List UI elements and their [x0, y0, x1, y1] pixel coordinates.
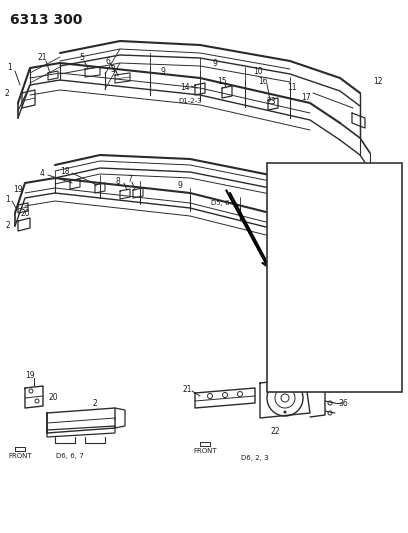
Text: 23: 23	[266, 96, 276, 106]
Text: 20: 20	[48, 393, 58, 402]
Text: 6: 6	[106, 56, 111, 66]
Text: 36: 36	[338, 399, 348, 408]
Text: 28: 28	[308, 303, 317, 312]
Text: 6313 300: 6313 300	[10, 13, 82, 27]
Text: 29: 29	[389, 229, 399, 238]
Text: 31: 31	[269, 210, 279, 219]
Text: 24: 24	[389, 189, 399, 198]
Text: D6, 6, 7: D6, 6, 7	[56, 453, 84, 459]
Text: 26: 26	[389, 209, 399, 218]
Text: 34: 34	[297, 187, 307, 196]
Text: w/6" RAIL: w/6" RAIL	[318, 279, 351, 285]
Text: 25: 25	[389, 353, 399, 362]
Text: 31: 31	[267, 345, 277, 354]
Text: 20: 20	[20, 208, 30, 217]
Text: w/T RAIL: w/T RAIL	[320, 377, 349, 383]
Text: 35: 35	[295, 370, 305, 379]
Text: 18: 18	[60, 166, 70, 175]
Text: 7: 7	[128, 175, 133, 184]
Text: 22: 22	[270, 426, 280, 435]
Text: 5: 5	[80, 53, 84, 62]
Text: 4: 4	[40, 168, 44, 177]
Text: 26: 26	[389, 315, 399, 324]
Text: 33: 33	[267, 324, 277, 333]
Text: D5, 6: D5, 6	[211, 200, 229, 206]
Text: D6, 2, 3: D6, 2, 3	[241, 455, 269, 461]
Text: 8: 8	[115, 176, 120, 185]
Circle shape	[296, 390, 299, 392]
Text: 25: 25	[320, 303, 330, 312]
Text: 27: 27	[389, 219, 399, 228]
Text: 21: 21	[182, 384, 192, 393]
Text: 21: 21	[37, 53, 47, 62]
Text: 2: 2	[93, 400, 98, 408]
Bar	[267, 163, 402, 392]
Text: 1: 1	[8, 63, 12, 72]
Text: 9: 9	[213, 59, 217, 68]
Text: 25: 25	[389, 239, 399, 248]
Text: 30: 30	[389, 343, 399, 352]
Text: 2: 2	[6, 221, 10, 230]
Text: 32: 32	[267, 333, 277, 342]
Text: 9: 9	[177, 181, 182, 190]
Text: 25: 25	[389, 199, 399, 208]
Text: 19: 19	[13, 184, 23, 193]
Text: 14: 14	[180, 84, 190, 93]
Circle shape	[284, 410, 286, 414]
Text: FRONT: FRONT	[8, 453, 32, 459]
Text: 11: 11	[287, 84, 297, 93]
Text: 19: 19	[25, 372, 35, 381]
Text: 34: 34	[293, 303, 303, 312]
Text: FRONT: FRONT	[193, 448, 217, 454]
Text: D1-2-3: D1-2-3	[178, 98, 202, 104]
Text: 12: 12	[373, 77, 383, 85]
Text: 1: 1	[6, 196, 10, 205]
Text: 15: 15	[217, 77, 227, 86]
Text: 17: 17	[301, 93, 311, 102]
Text: 3: 3	[111, 64, 115, 74]
Text: 27: 27	[389, 324, 399, 333]
Text: 28: 28	[313, 187, 322, 196]
Circle shape	[271, 390, 274, 392]
Text: 16: 16	[258, 77, 268, 86]
Text: 40: 40	[338, 385, 348, 394]
Text: 2: 2	[4, 88, 9, 98]
Text: 9: 9	[161, 67, 165, 76]
Text: 29: 29	[389, 333, 399, 342]
Text: 10: 10	[253, 68, 263, 77]
Text: 24: 24	[389, 305, 399, 314]
